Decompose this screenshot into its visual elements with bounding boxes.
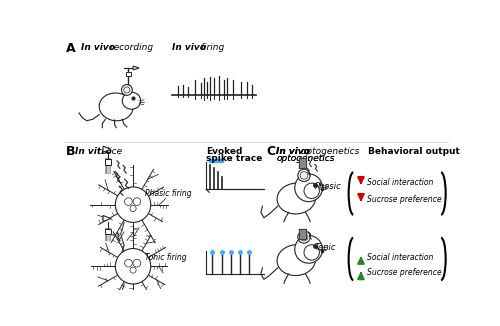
Circle shape [133, 259, 141, 267]
Text: slice: slice [99, 147, 122, 156]
Circle shape [300, 233, 308, 241]
Text: optogenetics: optogenetics [276, 154, 335, 163]
Circle shape [300, 171, 308, 179]
FancyBboxPatch shape [104, 159, 110, 165]
Text: Behavioral output: Behavioral output [368, 147, 460, 156]
Circle shape [124, 87, 130, 93]
Ellipse shape [277, 183, 316, 214]
Circle shape [124, 259, 132, 267]
Circle shape [116, 248, 151, 284]
Circle shape [133, 198, 141, 205]
Polygon shape [103, 215, 110, 222]
Circle shape [304, 245, 320, 260]
Text: Sucrose preference: Sucrose preference [367, 195, 442, 204]
Text: recording: recording [107, 43, 153, 52]
Circle shape [295, 174, 322, 201]
Circle shape [122, 84, 132, 95]
Ellipse shape [122, 92, 141, 109]
Text: Tonic firing: Tonic firing [144, 253, 186, 262]
Circle shape [130, 205, 136, 212]
Text: In vivo: In vivo [172, 43, 205, 52]
Circle shape [124, 198, 132, 205]
Text: In vitro: In vitro [74, 147, 112, 156]
Circle shape [116, 187, 151, 222]
Text: Tonic: Tonic [315, 243, 336, 252]
Ellipse shape [99, 93, 133, 121]
Text: Social interaction: Social interaction [367, 178, 434, 187]
Text: Social interaction: Social interaction [367, 253, 434, 261]
Circle shape [295, 235, 322, 263]
Text: optogenetics: optogenetics [276, 154, 335, 163]
FancyBboxPatch shape [104, 229, 110, 234]
Circle shape [298, 169, 310, 182]
Polygon shape [103, 146, 110, 152]
Polygon shape [133, 66, 139, 70]
Ellipse shape [277, 245, 316, 275]
Text: firing: firing [198, 43, 224, 52]
Text: Evoked: Evoked [206, 147, 242, 156]
Text: A: A [66, 42, 76, 55]
Text: Phasic: Phasic [315, 182, 342, 191]
Circle shape [298, 231, 310, 243]
Text: C: C [266, 145, 276, 158]
Text: Sucrose preference: Sucrose preference [367, 268, 442, 277]
Circle shape [130, 267, 136, 273]
Text: In vivo: In vivo [80, 43, 114, 52]
FancyBboxPatch shape [126, 72, 130, 76]
Text: B: B [66, 145, 76, 158]
Text: optogenetics: optogenetics [298, 147, 359, 156]
Text: In vivo: In vivo [276, 147, 310, 156]
Text: spike trace: spike trace [206, 154, 262, 163]
Circle shape [304, 183, 320, 199]
Text: Phasic firing: Phasic firing [144, 189, 191, 198]
Text: In vivo: In vivo [276, 147, 310, 156]
